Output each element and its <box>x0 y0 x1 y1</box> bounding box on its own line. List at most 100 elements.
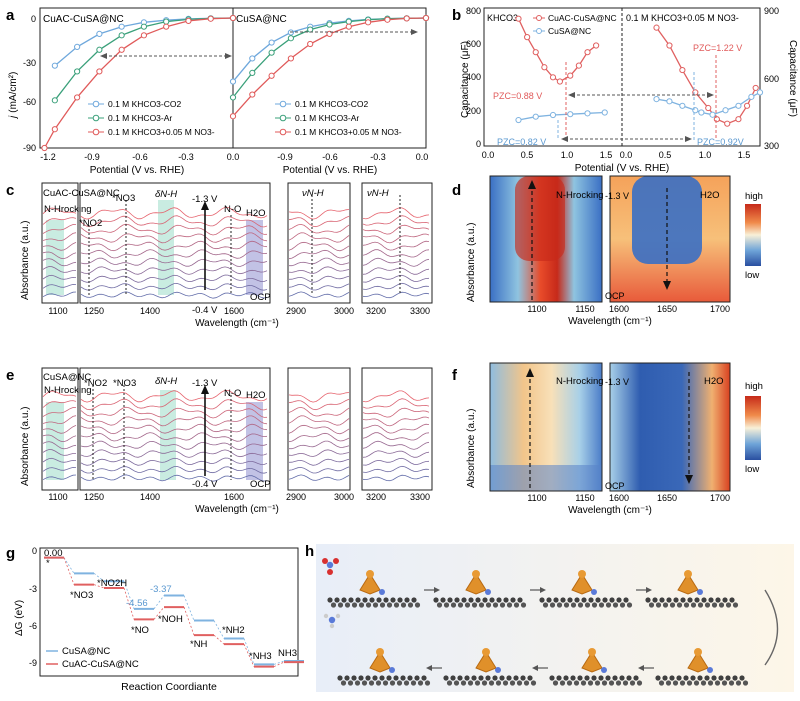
panel-c-xtick: 3300 <box>410 306 430 316</box>
data-point <box>118 32 125 39</box>
cu-atom <box>472 570 480 578</box>
data-point <box>748 93 755 100</box>
spectrum-trace <box>42 224 77 234</box>
series-line <box>656 91 761 116</box>
substrate-atom <box>527 675 533 681</box>
spectrum-trace <box>42 390 77 397</box>
panel-a-right-title: CuSA@NC <box>236 14 287 25</box>
panel-label-d: d <box>452 182 461 199</box>
n-atom <box>389 667 395 673</box>
substrate-atom <box>584 675 590 681</box>
substrate-atom <box>372 675 378 681</box>
substrate-atom <box>330 602 337 608</box>
label-h2o: H2O <box>700 190 720 201</box>
spectrum-trace <box>80 432 268 442</box>
heatmap-frame <box>489 362 603 492</box>
substrate-atom <box>704 602 711 608</box>
substrate-atom <box>697 675 703 681</box>
substrate-atom <box>361 680 368 686</box>
panel-b-ylabel-right: Capacitance (μF) <box>787 40 798 117</box>
panel-e-frame-4 <box>361 367 433 491</box>
data-point <box>268 39 275 46</box>
o-atom <box>327 569 333 575</box>
substrate-atom <box>372 602 379 608</box>
energy-connector <box>123 587 135 620</box>
data-point <box>584 49 591 56</box>
spectrum-trace <box>288 223 350 234</box>
h-atom <box>335 613 341 619</box>
substrate-atom <box>725 675 731 681</box>
substrate-atom <box>580 680 587 686</box>
energy-connector <box>153 606 165 620</box>
panel-f: f N-Hrocking -1.3 V OCP H2O high low Abs… <box>452 362 763 516</box>
energy-connector <box>243 643 255 667</box>
spectrum-trace <box>42 425 77 434</box>
colorbar-f <box>745 396 761 460</box>
spectrum-trace <box>42 217 77 225</box>
spectrum-trace <box>362 423 430 434</box>
panel-a: a CuAC-CuSA@NC CuSA@NC 0 -30 -60 -90 j(m… <box>6 7 430 176</box>
energy-connector <box>63 557 75 574</box>
cycle-arrow <box>764 589 779 666</box>
spectrum-trace <box>80 449 268 458</box>
spectrum-trace <box>288 398 350 411</box>
substrate-atom <box>648 602 655 608</box>
spectrum-trace <box>80 206 268 220</box>
legend-marker <box>279 100 287 108</box>
substrate-atom <box>601 680 608 686</box>
panel-a-ytick: -60 <box>23 97 36 107</box>
spectrum-trace <box>362 407 430 418</box>
substrate-atom <box>616 597 622 603</box>
data-point <box>713 116 720 123</box>
substrate-atom <box>475 597 481 603</box>
o-atom <box>333 558 339 564</box>
panel-e-xtick: 1100 <box>48 492 67 502</box>
panel-c-xtick: 3200 <box>366 306 386 316</box>
panel-d-xtick: 1650 <box>657 304 677 314</box>
substrate-atom <box>334 597 340 603</box>
substrate-atom <box>488 680 495 686</box>
panel-a-arrowhead <box>225 53 232 59</box>
data-point <box>118 23 125 30</box>
spectrum-trace <box>362 450 430 458</box>
substrate-atom <box>467 680 474 686</box>
substrate-atom <box>443 675 449 681</box>
spectrum-trace <box>362 474 430 482</box>
spectrum-trace <box>288 275 350 283</box>
spectrum-trace <box>288 241 350 252</box>
substrate-atom <box>510 597 516 603</box>
substrate-atom <box>450 675 456 681</box>
panel-d-ylabel: Absorbance (a.u.) <box>466 223 477 303</box>
substrate-atom <box>556 675 562 681</box>
data-point <box>229 113 237 120</box>
substrate-atom <box>344 602 351 608</box>
substrate-atom <box>615 680 622 686</box>
panel-a-left-xlabel: Potential (V vs. RHE) <box>90 165 184 176</box>
substrate-atom <box>460 680 467 686</box>
substrate-atom <box>693 680 700 686</box>
label-delta-nh: δN-H <box>155 189 177 200</box>
arrowhead <box>426 665 432 671</box>
spectrum-trace <box>42 207 77 214</box>
panel-d-xlabel: Wavelength (cm⁻¹) <box>568 316 652 327</box>
legend-label: 0.1 M KHCO3-CO2 <box>295 99 368 109</box>
panel-a-xtick: -0.3 <box>370 152 386 162</box>
substrate-atom <box>595 597 601 603</box>
substrate-atom <box>421 675 427 681</box>
heatmap-d-hotspot <box>515 176 565 261</box>
spectrum-trace <box>42 251 77 260</box>
panel-b-plot <box>515 15 764 127</box>
arrowhead <box>532 665 538 671</box>
data-point <box>51 62 58 69</box>
label-no2: *NO2 <box>84 378 107 389</box>
spectrum-trace <box>80 223 268 236</box>
colorbar-low: low <box>745 464 759 475</box>
substrate-atom <box>379 675 385 681</box>
panel-c-sample: CuAC-CuSA@NC <box>43 188 120 199</box>
substrate-atom <box>690 602 697 608</box>
ammonia-n-atom <box>328 616 336 624</box>
spectrum-trace <box>80 457 268 466</box>
substrate-atom <box>711 602 718 608</box>
label-h2o: H2O <box>246 208 266 219</box>
data-point <box>365 19 372 26</box>
